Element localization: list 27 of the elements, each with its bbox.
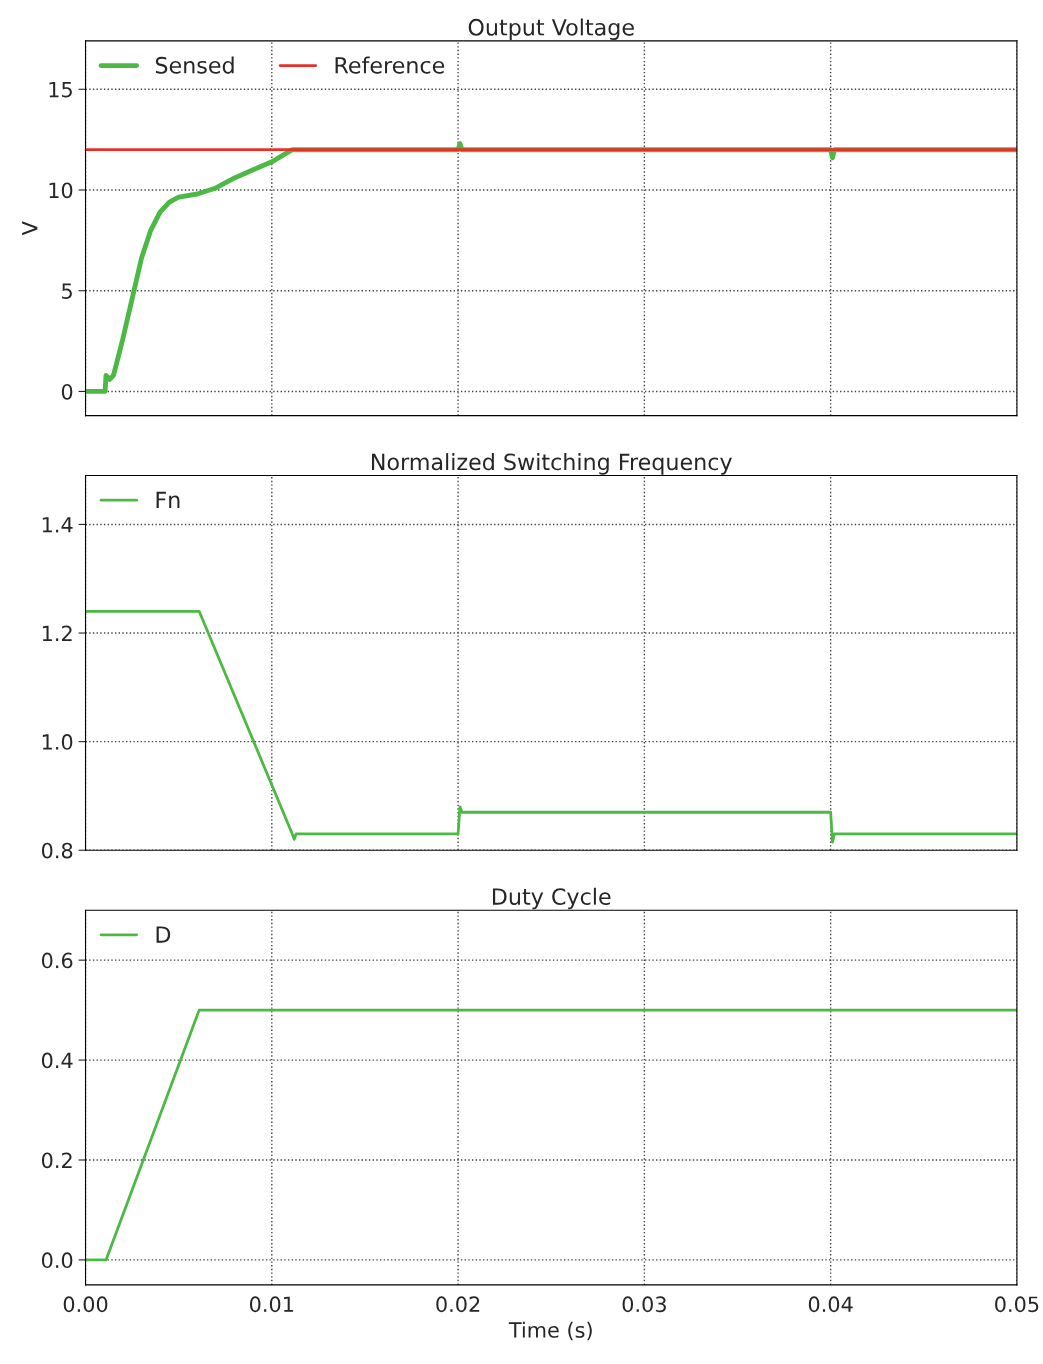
y-tick-label: 0.2 [41,1152,72,1169]
y-axis-title: V [22,221,38,236]
y-tick-label: 10 [49,182,73,199]
y-tick-label: 5 [62,283,72,299]
y-tick-label: 1.2 [42,625,72,641]
y-tick-label: 0.8 [41,842,73,859]
x-tick-label: 0.05 [995,1296,1039,1313]
x-tick-label: 0.04 [808,1296,853,1313]
legend-label: D [156,926,171,943]
y-tick-label: 0.0 [41,1252,73,1269]
x-axis-title: Time (s) [508,1321,592,1341]
y-tick-label: 1.0 [42,734,73,750]
y-tick-label: 1.4 [42,517,73,533]
legend-label: Sensed [155,56,234,74]
x-tick-label: 0.00 [63,1296,108,1313]
chart-title: Duty Cycle [492,887,611,910]
x-tick-label: 0.01 [249,1296,294,1313]
chart-title: Normalized Switching Frequency [372,453,732,475]
x-tick-label: 0.02 [436,1296,480,1313]
y-tick-label: 0.4 [41,1052,73,1069]
chart-title: Output Voltage [468,18,634,40]
y-tick-label: 0 [61,383,73,400]
legend-label: Fn [156,491,180,508]
y-tick-label: 0.6 [41,952,73,969]
legend-label: Reference [335,56,445,74]
x-tick-label: 0.03 [622,1296,666,1313]
y-tick-label: 15 [49,81,72,98]
